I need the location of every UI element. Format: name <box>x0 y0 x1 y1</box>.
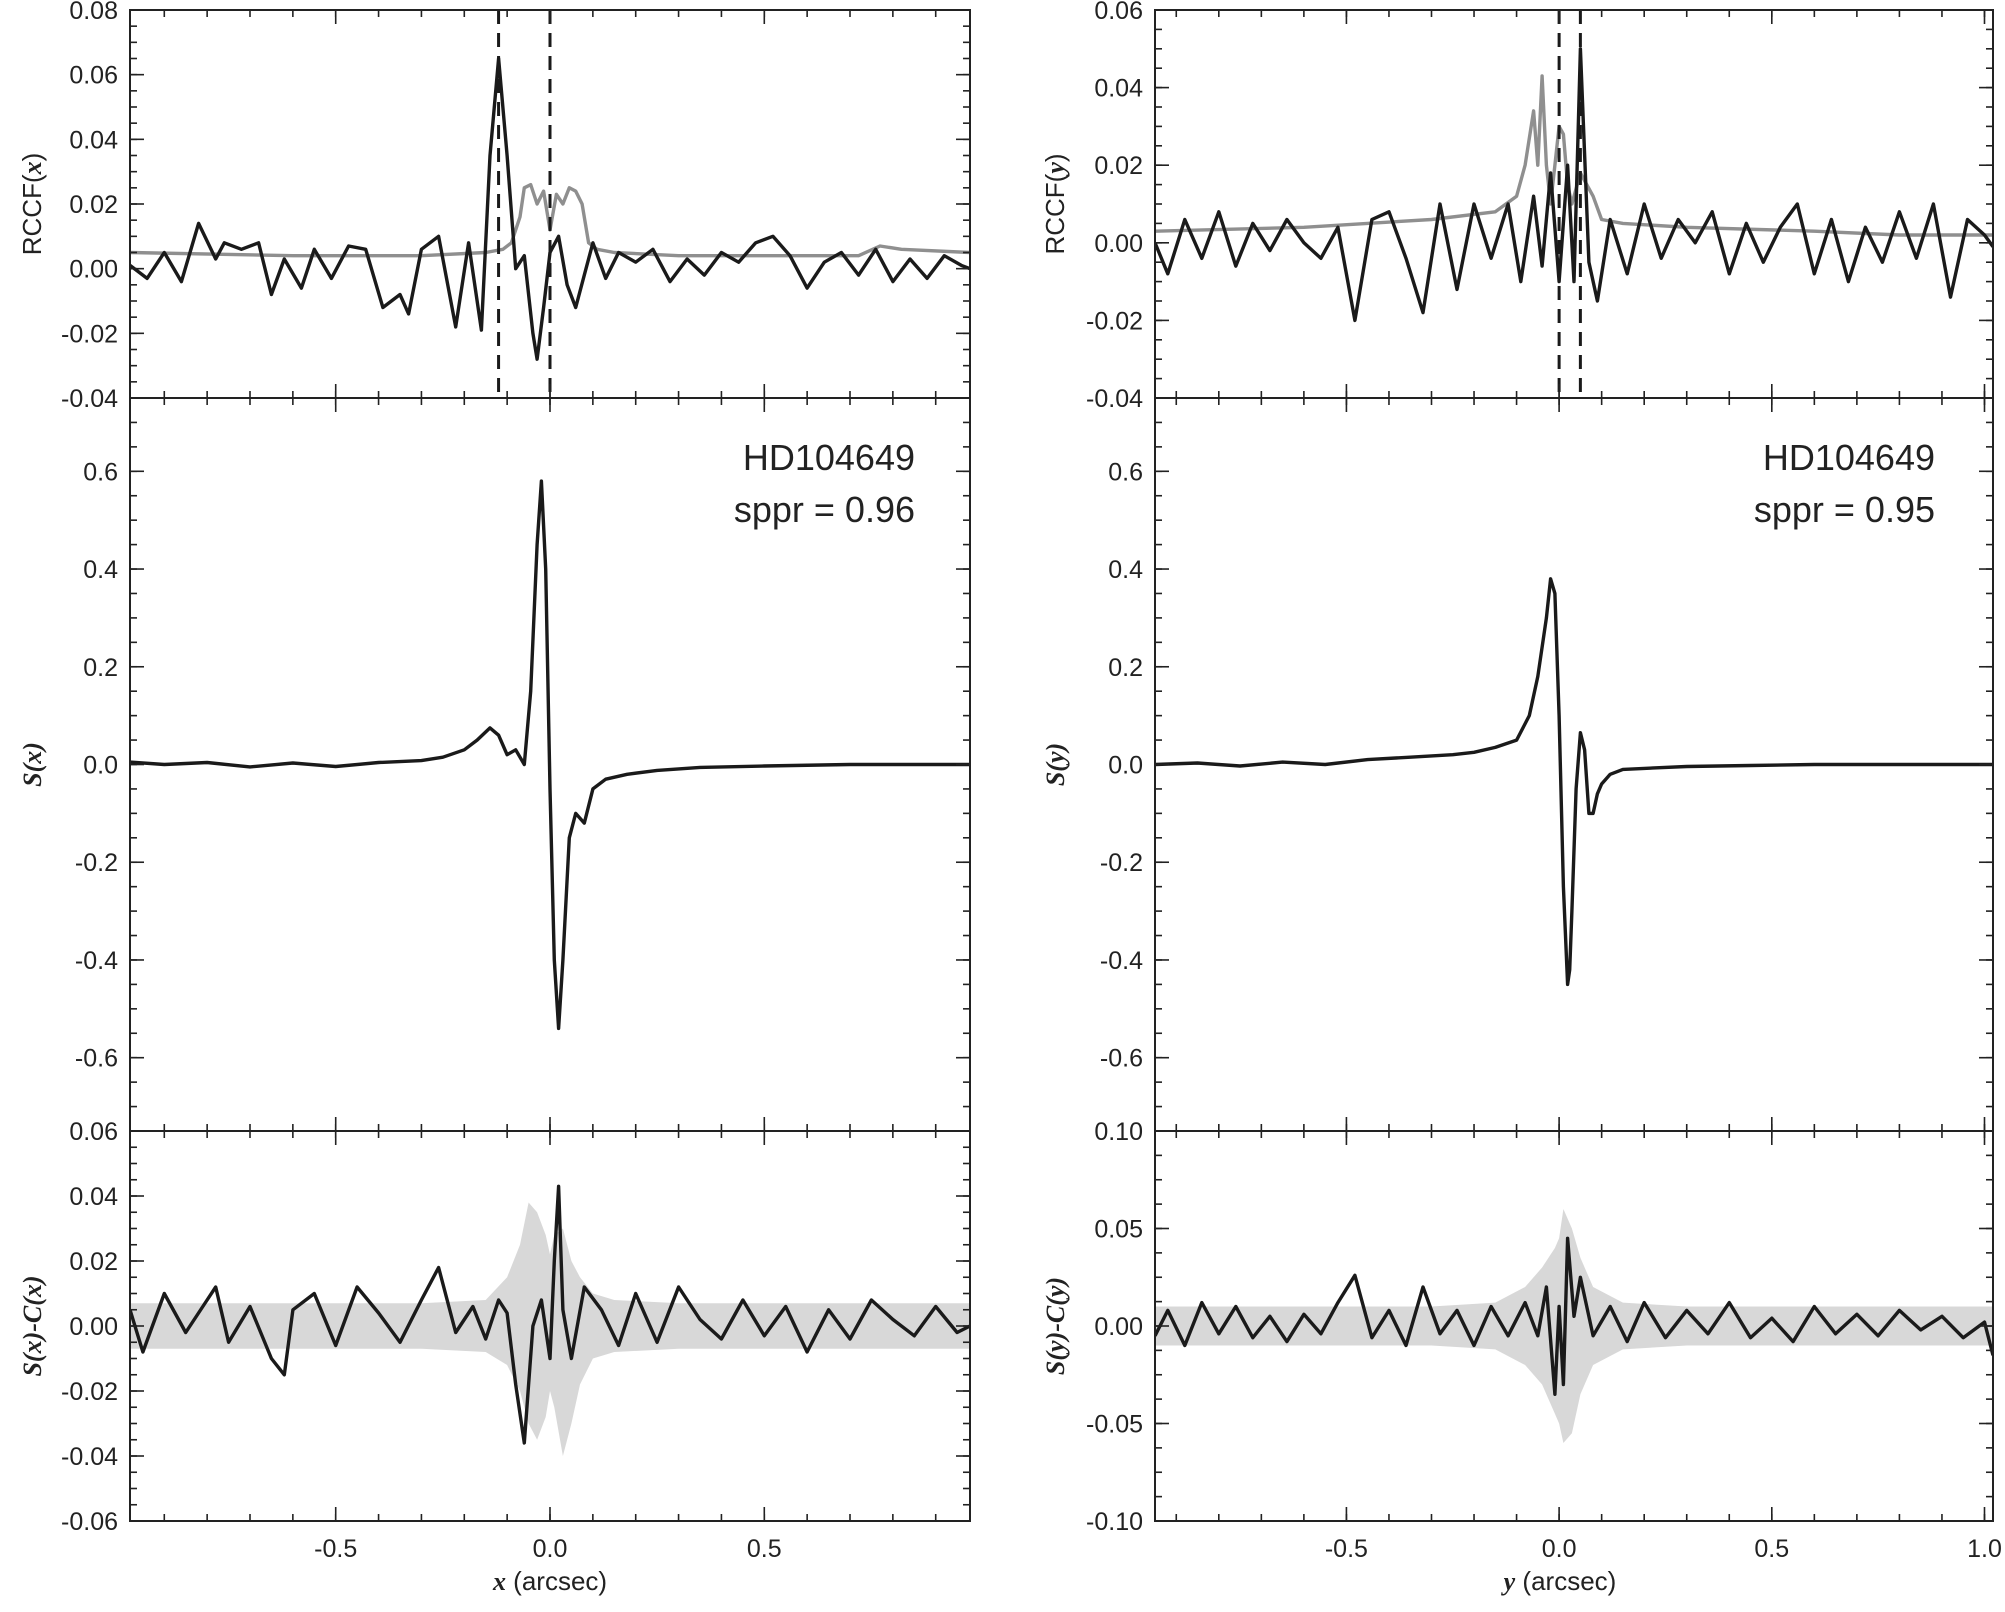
rccf-y-series-line-0 <box>1155 76 1993 235</box>
residual-x-ytick-label-5: 0.04 <box>69 1183 118 1211</box>
s-y-ytick-label-2: -0.2 <box>1100 849 1143 877</box>
s-y-ytick-label-1: -0.4 <box>1100 947 1143 975</box>
rccf-x-y-axis-label-suffix: ) <box>17 153 47 162</box>
residual-x-ytick-label-1: -0.04 <box>61 1443 118 1471</box>
s-y-panel: -0.6 -0.4 -0.2 0.0 0.2 0.4 0.6 S(y) HD104649 sppr… <box>1041 398 1993 1131</box>
residual-x-y-axis-label: S(x)-C(x) <box>18 1275 47 1376</box>
residual-x-ytick-label-4: 0.02 <box>69 1248 118 1276</box>
residual-y-y-axis-label: S(y)-C(y) <box>1041 1277 1070 1375</box>
residual-y-y-axis-label-var: S(y)-C(y) <box>1041 1277 1070 1375</box>
x-axis-label-right-unit: (arcsec) <box>1515 1566 1616 1596</box>
rccf-x-ytick-label-5: 0.06 <box>69 62 118 90</box>
s-y-ytick-label-0: -0.6 <box>1100 1045 1143 1073</box>
rccf-y-y-axis-label: RCCF(y) <box>1040 153 1070 254</box>
s-x-ytick-label-2: -0.2 <box>75 849 118 877</box>
rccf-y-ytick-label-0: -0.04 <box>1086 385 1143 413</box>
s-y-y-axis-label: S(y) <box>1041 743 1070 786</box>
residual-x-xtick-label-0: -0.5 <box>314 1535 357 1563</box>
s-x-ytick-label-6: 0.6 <box>83 458 118 486</box>
s-x-y-axis-label: S(x) <box>18 742 47 787</box>
rccf-y-y-axis-label-prefix: RCCF( <box>1040 173 1070 254</box>
residual-y-ytick-label-0: -0.10 <box>1086 1508 1143 1536</box>
s-x-ytick-label-0: -0.6 <box>75 1045 118 1073</box>
x-axis-label-right-var: y <box>1501 1567 1516 1596</box>
rccf-x-y-axis-label-var: x <box>18 161 47 175</box>
rccf-x-ytick-label-2: 0.00 <box>69 256 118 284</box>
s-x-ytick-label-1: -0.4 <box>75 947 118 975</box>
residual-y-xtick-label-1: 0.0 <box>1542 1535 1577 1563</box>
residual-y-ytick-label-2: 0.00 <box>1094 1313 1143 1341</box>
s-y-annotation-line-0: HD104649 <box>1763 437 1935 478</box>
rccf-y-series-line-1 <box>1155 49 1993 321</box>
rccf-y-ytick-label-4: 0.04 <box>1094 75 1143 103</box>
x-axis-label-left: x (arcsec) <box>492 1566 607 1596</box>
rccf-x-ytick-label-6: 0.08 <box>69 0 118 25</box>
residual-y-ytick-label-4: 0.10 <box>1094 1118 1143 1146</box>
residual-x-ytick-label-0: -0.06 <box>61 1508 118 1536</box>
s-x-annotation-line-1: sppr = 0.96 <box>734 489 915 530</box>
s-y-annotation-line-1: sppr = 0.95 <box>1754 489 1935 530</box>
rccf-y-y-axis-label-suffix: ) <box>1040 153 1070 162</box>
s-x-y-axis-label-var: S(x) <box>18 742 47 787</box>
residual-y-ytick-label-3: 0.05 <box>1094 1216 1143 1244</box>
s-x-panel: -0.6 -0.4 -0.2 0.0 0.2 0.4 0.6 S(x) HD104649 sppr… <box>18 398 970 1131</box>
s-x-series-line-0 <box>130 481 970 1028</box>
rccf-y-panel: -0.04 -0.02 0.00 0.02 0.04 0.06 RCCF(y) <box>1040 0 1993 413</box>
residual-y-xtick-label-3: 1.0 <box>1967 1535 2002 1563</box>
x-axis-label-left-unit: (arcsec) <box>506 1566 607 1596</box>
residual-x-y-axis-label-var: S(x)-C(x) <box>18 1275 47 1376</box>
rccf-x-panel: -0.04 -0.02 0.00 0.02 0.04 0.06 0.08 RCCF(x) <box>17 0 970 413</box>
x-axis-label-right: y (arcsec) <box>1501 1566 1617 1596</box>
residual-x-panel: -0.06 -0.04 -0.02 0.00 0.02 0.04 0.06 -0.5 0.0 0.… <box>18 1118 970 1563</box>
residual-y-xtick-label-0: -0.5 <box>1325 1535 1368 1563</box>
s-y-ytick-label-5: 0.4 <box>1108 556 1143 584</box>
s-x-annotation-line-0: HD104649 <box>743 437 915 478</box>
rccf-y-ytick-label-5: 0.06 <box>1094 0 1143 25</box>
s-y-ytick-label-3: 0.0 <box>1108 752 1143 780</box>
residual-x-ytick-label-3: 0.00 <box>69 1313 118 1341</box>
residual-y-xtick-label-2: 0.5 <box>1754 1535 1789 1563</box>
s-x-ytick-label-3: 0.0 <box>83 752 118 780</box>
rccf-x-ytick-label-4: 0.04 <box>69 126 118 154</box>
s-y-y-axis-label-var: S(y) <box>1041 743 1070 786</box>
rccf-y-ytick-label-1: -0.02 <box>1086 307 1143 335</box>
x-axis-label-left-var: x <box>492 1567 506 1596</box>
residual-x-ytick-label-6: 0.06 <box>69 1118 118 1146</box>
rccf-y-frame <box>1155 10 1993 398</box>
residual-y-panel: -0.10 -0.05 0.00 0.05 0.10 -0.5 0.0 0.5 1.0 S(y)-… <box>1041 1118 2002 1563</box>
rccf-x-ytick-label-0: -0.04 <box>61 385 118 413</box>
rccf-y-ytick-label-2: 0.00 <box>1094 230 1143 258</box>
rccf-x-ytick-label-3: 0.02 <box>69 191 118 219</box>
rccf-x-y-axis-label-prefix: RCCF( <box>17 174 47 255</box>
residual-x-xtick-label-2: 0.5 <box>747 1535 782 1563</box>
s-y-ytick-label-4: 0.2 <box>1108 654 1143 682</box>
residual-x-ytick-label-2: -0.02 <box>61 1378 118 1406</box>
rccf-y-y-axis-label-var: y <box>1041 162 1070 177</box>
s-x-ytick-label-5: 0.4 <box>83 556 118 584</box>
rccf-y-ytick-label-3: 0.02 <box>1094 152 1143 180</box>
s-x-ytick-label-4: 0.2 <box>83 654 118 682</box>
s-y-series-line-0 <box>1155 579 1993 985</box>
rccf-x-y-axis-label: RCCF(x) <box>17 153 47 256</box>
s-y-ytick-label-6: 0.6 <box>1108 458 1143 486</box>
residual-y-ytick-label-1: -0.05 <box>1086 1411 1143 1439</box>
rccf-x-ytick-label-1: -0.02 <box>61 320 118 348</box>
residual-x-xtick-label-1: 0.0 <box>533 1535 568 1563</box>
